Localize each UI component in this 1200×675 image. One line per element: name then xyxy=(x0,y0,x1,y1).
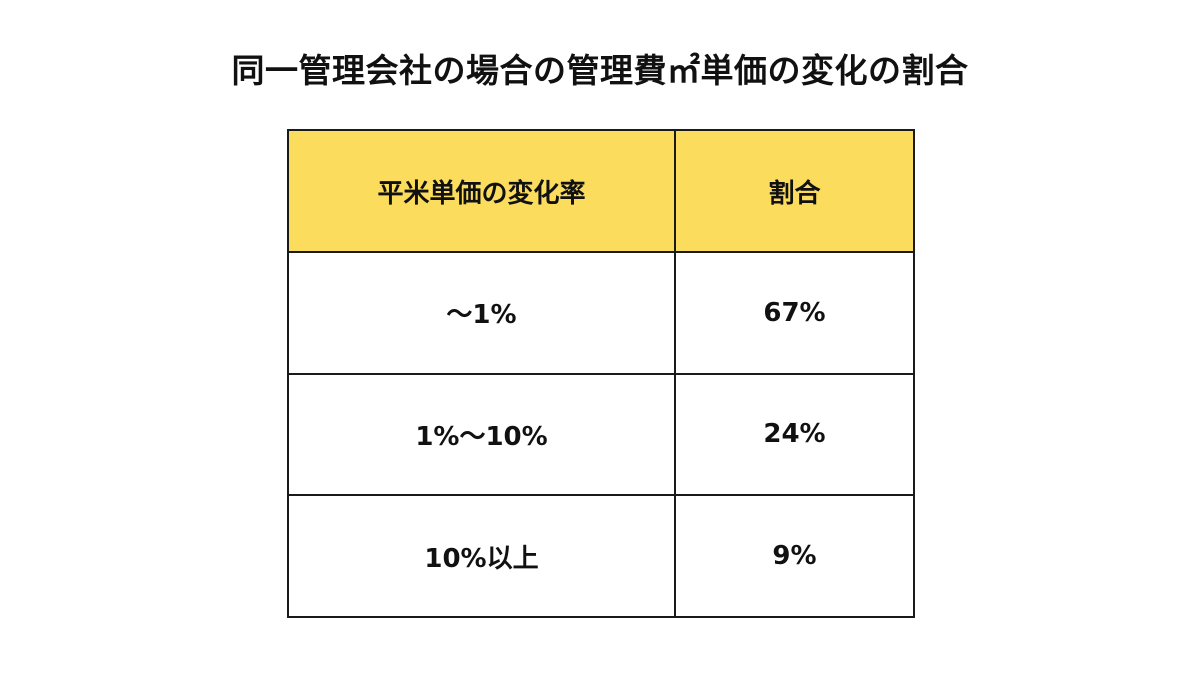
table-row: 1%〜10% 24% xyxy=(287,372,915,497)
column-header-change-rate: 平米単価の変化率 xyxy=(287,129,676,253)
ratio-cell: 24% xyxy=(674,372,915,497)
change-rate-cell: 〜1% xyxy=(287,251,676,375)
change-rate-cell: 1%〜10% xyxy=(287,372,676,497)
ratio-cell: 9% xyxy=(674,494,915,618)
ratio-cell: 67% xyxy=(674,251,915,375)
table-row: 〜1% 67% xyxy=(287,251,915,375)
page-title: 同一管理会社の場合の管理費㎡単価の変化の割合 xyxy=(231,51,969,90)
table-header-row: 平米単価の変化率 割合 xyxy=(287,129,915,253)
change-rate-cell: 10%以上 xyxy=(287,494,676,618)
column-header-ratio: 割合 xyxy=(674,129,915,253)
ratio-table: 平米単価の変化率 割合 〜1% 67% 1%〜10% 24% 10%以上 9% xyxy=(287,129,915,618)
table-row: 10%以上 9% xyxy=(287,494,915,618)
